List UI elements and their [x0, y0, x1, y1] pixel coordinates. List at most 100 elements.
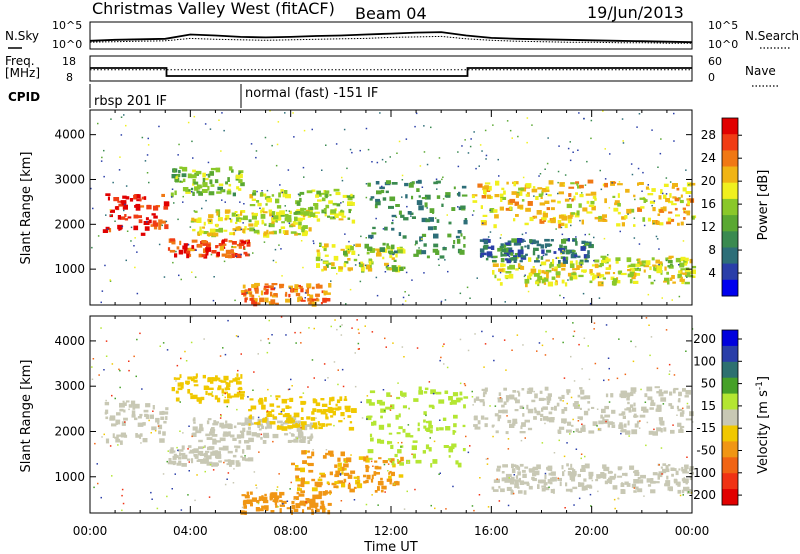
heatmap-cell [281, 221, 285, 224]
heatmap-cell [683, 260, 687, 263]
heatmap-cell [275, 164, 278, 167]
heatmap-cell [392, 266, 398, 272]
heatmap-cell [463, 236, 466, 240]
heatmap-cell [675, 470, 679, 476]
heatmap-cell [347, 201, 353, 206]
heatmap-cell [258, 295, 260, 298]
heatmap-cell [636, 258, 639, 261]
heatmap-cell [460, 205, 466, 210]
heatmap-cell [191, 239, 198, 243]
heatmap-cell [683, 217, 686, 220]
heatmap-cell [362, 263, 365, 268]
heatmap-cell [561, 465, 564, 470]
heatmap-cell [400, 446, 402, 448]
freq-label-2: [MHz] [5, 66, 40, 80]
heatmap-cell [260, 210, 263, 214]
heatmap-cell [114, 436, 117, 439]
heatmap-cell [421, 238, 423, 240]
heatmap-cell [231, 245, 233, 248]
heatmap-cell [506, 181, 509, 185]
heatmap-cell [336, 203, 341, 207]
heatmap-cell [235, 461, 239, 467]
heatmap-cell [316, 494, 322, 500]
heatmap-cell [453, 186, 456, 190]
heatmap-cell [471, 505, 474, 507]
ytick-label: 3000 [54, 379, 85, 393]
heatmap-cell [151, 213, 156, 216]
heatmap-cell [593, 274, 596, 280]
heatmap-cell [196, 397, 203, 402]
heatmap-cell [425, 444, 430, 450]
heatmap-cell [348, 209, 351, 214]
heatmap-cell [263, 231, 267, 236]
heatmap-cell [473, 509, 475, 512]
heatmap-cell [274, 495, 280, 500]
heatmap-cell [137, 215, 142, 219]
heatmap-cell [238, 173, 240, 175]
heatmap-cell [141, 196, 144, 200]
heatmap-cell [648, 430, 654, 435]
heatmap-cell [191, 217, 195, 221]
heatmap-cell [395, 414, 399, 420]
heatmap-cell [291, 288, 294, 293]
heatmap-cell [477, 183, 483, 188]
heatmap-cell [329, 194, 332, 197]
heatmap-cell [230, 218, 233, 223]
heatmap-cell [432, 248, 439, 253]
heatmap-cell [522, 344, 524, 346]
heatmap-cell [359, 149, 361, 152]
heatmap-cell [553, 268, 558, 272]
heatmap-cell [185, 380, 190, 385]
heatmap-cell [659, 222, 664, 226]
heatmap-cell [421, 250, 427, 255]
heatmap-cell [286, 215, 292, 220]
heatmap-cell [300, 207, 305, 212]
heatmap-cell [208, 191, 215, 196]
heatmap-cell [209, 220, 211, 222]
heatmap-cell [186, 382, 189, 385]
heatmap-cell [333, 255, 339, 261]
heatmap-cell [207, 243, 211, 247]
heatmap-cell [500, 251, 503, 257]
heatmap-cell [261, 190, 263, 192]
heatmap-cell [179, 382, 184, 385]
heatmap-cell [257, 416, 260, 419]
heatmap-cell [423, 391, 428, 394]
heatmap-cell [176, 364, 179, 367]
heatmap-cell [505, 271, 512, 274]
heatmap-cell [309, 422, 315, 426]
heatmap-cell [235, 255, 238, 257]
heatmap-cell [508, 477, 510, 479]
heatmap-cell [347, 258, 351, 261]
heatmap-cell [534, 409, 537, 414]
heatmap-cell [279, 499, 283, 503]
heatmap-cell [194, 186, 199, 191]
heatmap-cell [280, 411, 283, 413]
heatmap-cell [503, 339, 506, 341]
heatmap-cell [227, 319, 229, 322]
heatmap-cell [483, 366, 485, 368]
heatmap-cell [522, 176, 525, 179]
heatmap-cell [542, 254, 545, 257]
heatmap-cell [603, 237, 606, 240]
heatmap-cell [235, 253, 242, 259]
heatmap-cell [232, 437, 237, 441]
heatmap-cell [550, 199, 556, 203]
heatmap-cell [365, 196, 368, 199]
heatmap-cell [612, 195, 616, 198]
ytick-label: 2000 [54, 424, 85, 438]
heatmap-cell [228, 166, 233, 171]
heatmap-cell [444, 299, 447, 301]
heatmap-cell [562, 249, 564, 252]
heatmap-cell [314, 481, 319, 487]
heatmap-cell [255, 433, 261, 437]
heatmap-cell [230, 434, 233, 438]
heatmap-cell [422, 450, 426, 454]
colorbar-swatch [722, 134, 738, 151]
heatmap-cell [317, 478, 323, 482]
heatmap-cell [237, 369, 239, 372]
heatmap-cell [152, 220, 157, 223]
heatmap-cell [210, 253, 213, 256]
heatmap-cell [221, 394, 224, 396]
cpid-mode-2: normal (fast) -151 IF [245, 86, 378, 101]
